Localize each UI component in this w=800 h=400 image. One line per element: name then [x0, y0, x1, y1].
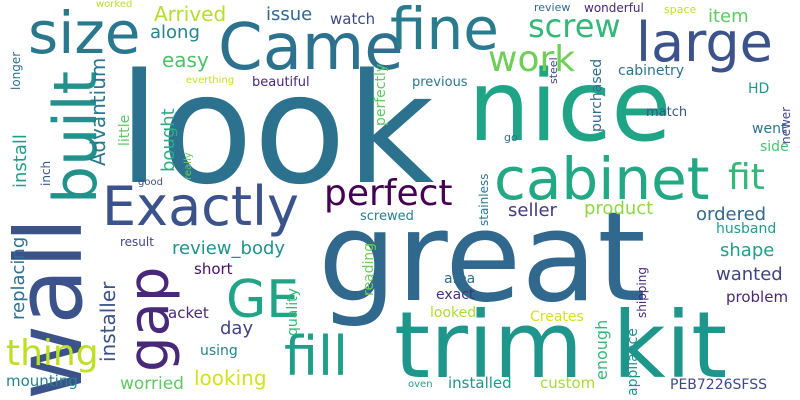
word-large: large [636, 11, 773, 74]
word-looked: looked [430, 305, 477, 321]
word-purchased: purchased [589, 58, 605, 132]
word-day: day [220, 318, 254, 339]
word-wanted: wanted [716, 264, 783, 285]
word-stainless: stainless [477, 173, 491, 226]
word-everthing: everthing [186, 75, 235, 86]
word-previous: previous [412, 75, 468, 90]
word-nice: nice [468, 50, 672, 164]
word-creates: Creates [530, 309, 584, 325]
word-look: look [118, 41, 435, 218]
word-match: match [646, 105, 688, 120]
word-husband: husband [716, 221, 777, 237]
word-go: go [504, 131, 518, 144]
word-side: side [760, 139, 789, 155]
word-review-body: review_body [172, 238, 286, 259]
word-went: went [752, 121, 787, 137]
word-watch: watch [330, 10, 376, 28]
word-problem: problem [726, 288, 789, 306]
word-cabinet: cabinet [494, 145, 710, 213]
word-installed: installed [448, 374, 512, 392]
word-enough: enough [592, 319, 611, 380]
word-screwed: screwed [360, 209, 414, 224]
word-install: install [10, 134, 31, 188]
word-installer: installer [96, 281, 120, 362]
word-arrived: Arrived [154, 2, 227, 26]
word-shape: shape [720, 240, 775, 261]
word-product: product [584, 198, 654, 219]
word-longer: longer [9, 51, 23, 90]
word-space: space [664, 3, 697, 16]
word-shipping: shipping [635, 267, 649, 318]
word-easy: easy [162, 48, 209, 72]
word-hd: HD [748, 81, 770, 97]
word-wonderful: wonderful [584, 1, 644, 15]
word-steel: steel [547, 57, 560, 84]
word-screw: screw [528, 7, 621, 45]
word-size: size [28, 0, 141, 67]
word-looking: looking [194, 366, 267, 390]
word-cabinetry: cabinetry [618, 63, 685, 79]
word-using: using [200, 343, 238, 359]
word-little: little [117, 114, 133, 146]
word-came: Came [218, 11, 404, 85]
word-mounting: mounting [6, 372, 78, 390]
word-newer: newer [779, 106, 793, 144]
word-good: good [138, 177, 163, 188]
word-fit: fit [728, 157, 765, 198]
word-advantium: Advantium [86, 57, 110, 166]
word-beautiful: beautiful [252, 75, 310, 90]
word-acket: acket [168, 304, 209, 322]
word-perfect: perfect [324, 173, 453, 214]
word-great: great [318, 186, 646, 330]
word-peb7226sfss: PEB7226SFSS [670, 377, 767, 393]
word-inch: inch [39, 160, 53, 186]
word-result: result [120, 235, 154, 249]
word-fine: fine [390, 0, 499, 63]
word-work: work [488, 39, 576, 80]
word-item: item [708, 6, 749, 27]
word-quality: quality [285, 288, 301, 336]
word-seller: seller [508, 200, 557, 221]
word-exactly: Exactly [102, 175, 299, 238]
word-thing: thing [6, 333, 99, 374]
word-replacing: replacing [8, 236, 29, 320]
word-issue: issue [266, 4, 313, 25]
word-worked: worked [96, 0, 133, 10]
word-ordered: ordered [696, 204, 767, 225]
word-worried: worried [120, 374, 184, 394]
word-custom: custom [540, 374, 596, 392]
word-fill: fill [284, 325, 349, 388]
word-appliance: appliance [625, 328, 641, 396]
word-area: area [444, 271, 476, 287]
word-along: along [150, 22, 200, 43]
word-trim-kit: trim kit [394, 292, 728, 399]
word-oven: oven [408, 379, 433, 390]
word-really: really [183, 152, 194, 180]
word-review: review [534, 1, 571, 14]
word-ge: GE [226, 270, 300, 330]
word-bought: bought [158, 108, 179, 172]
word-perfectly: perfectly [373, 63, 389, 126]
word-reading: reading [361, 242, 377, 296]
word-exact: exact [436, 287, 475, 303]
word-short: short [194, 260, 233, 278]
